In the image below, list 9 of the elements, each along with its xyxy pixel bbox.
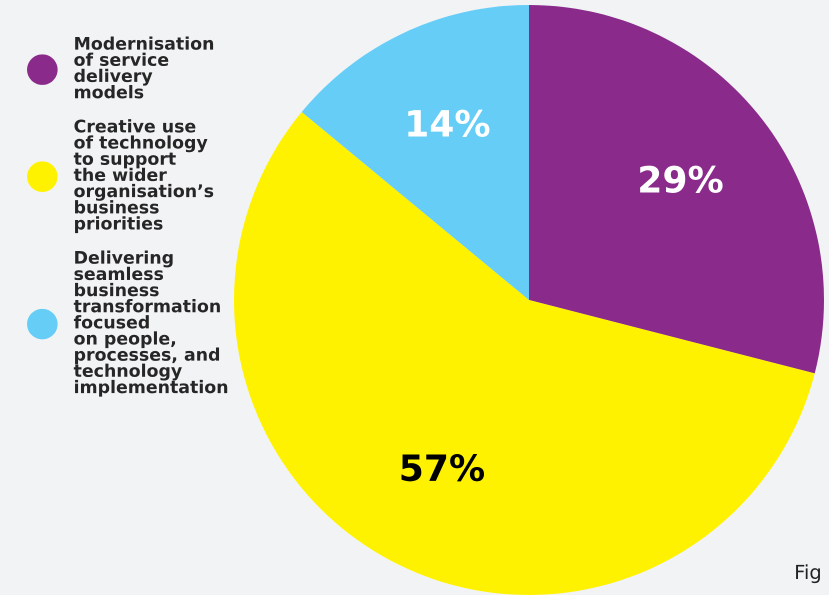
category-label: Delivering seamless business transformation focused on people, processes, and technology implementation (74, 250, 228, 397)
pie-slice (302, 5, 529, 300)
pie-slice (529, 5, 824, 374)
legend-label: Creative use of technology to support the wider organisation’s business priorities (74, 119, 214, 234)
data-label: 57% (402, 454, 484, 482)
text: Fig (796, 564, 820, 584)
legend-label: Modernisation of service delivery models (74, 36, 214, 98)
data-label: 14% (408, 110, 490, 137)
data-label: 29% (640, 166, 723, 193)
